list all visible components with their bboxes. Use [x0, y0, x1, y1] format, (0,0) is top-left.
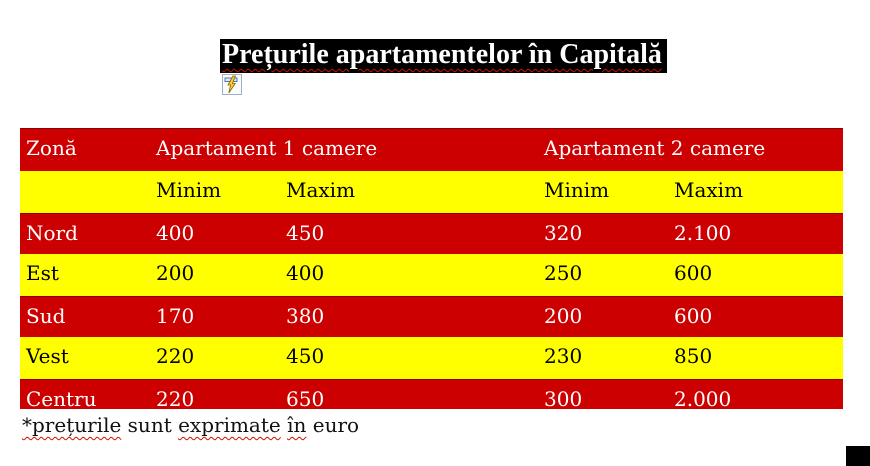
- corner-black-square: [846, 446, 870, 466]
- footnote-word-in: în: [287, 413, 307, 437]
- value-a1-min: 200: [156, 261, 195, 285]
- value-a1-max: 380: [286, 304, 325, 328]
- subheader-minim-1: Minim: [156, 178, 222, 202]
- table-header-row: Zonă Apartament 1 camere Apartament 2 ca…: [20, 128, 843, 171]
- value-a1-max: 450: [286, 344, 325, 368]
- value-a2-min: 250: [544, 261, 583, 285]
- header-zona-label: Zonă: [26, 136, 77, 160]
- page-title: Prețurile apartamentelor în Capitală: [220, 39, 667, 73]
- footnote-word-preturile: *prețurile: [22, 413, 122, 437]
- value-a2-min: 320: [544, 221, 583, 245]
- footnote-word-euro: euro: [312, 413, 360, 437]
- subheader-cell-empty: [20, 171, 150, 202]
- subheader-maxim-1: Maxim: [286, 178, 356, 202]
- value-a1-min: 220: [156, 344, 195, 368]
- zone-name: Centru: [20, 380, 150, 409]
- value-a1-min: 400: [156, 221, 195, 245]
- footnote-word-sunt: sunt: [127, 413, 172, 437]
- table-row-est: Est 200 400 250 600: [20, 254, 843, 296]
- subheader-maxim-2: Maxim: [674, 178, 744, 202]
- table-row-vest: Vest 220 450 230 850: [20, 337, 843, 379]
- value-a2-min: 200: [544, 304, 583, 328]
- header-apt1-word2: camere: [301, 136, 378, 160]
- header-cell-apartament-2: Apartament 2 camere: [538, 129, 843, 160]
- page-title-text: Prețurile apartamentelor în Capitală: [222, 39, 662, 70]
- table-row-centru: Centru 220 650 300 2.000: [20, 379, 843, 409]
- autocorrect-lightning-icon: [222, 74, 242, 95]
- subheader-minim-2: Minim: [544, 178, 610, 202]
- table-row-sud: Sud 170 380 200 600: [20, 296, 843, 337]
- value-a2-max: 2.100: [674, 221, 732, 245]
- value-a2-min: 300: [544, 387, 583, 409]
- footnote-word-exprimate: exprimate: [178, 413, 281, 437]
- value-a1-min: 220: [156, 387, 195, 409]
- value-a2-max: 2.000: [674, 387, 732, 409]
- value-a1-max: 450: [286, 221, 325, 245]
- footnote: *prețurile sunt exprimate în euro: [22, 413, 359, 437]
- header-apt2-word2: camere: [689, 136, 766, 160]
- zone-name: Sud: [26, 304, 66, 328]
- value-a2-min: 230: [544, 344, 583, 368]
- zone-name: Nord: [26, 221, 78, 245]
- table-row-nord: Nord 400 450 320 2.100: [20, 213, 843, 254]
- autocorrect-options-button[interactable]: [222, 74, 242, 95]
- value-a2-max: 850: [674, 344, 713, 368]
- header-cell-zona: Zonă: [20, 129, 150, 160]
- value-a2-max: 600: [674, 261, 713, 285]
- header-apt2-word1: Apartament: [544, 136, 665, 160]
- header-apt1-word1: Apartament: [156, 136, 277, 160]
- header-cell-apartament-1: Apartament 1 camere: [150, 129, 538, 160]
- value-a1-min: 170: [156, 304, 195, 328]
- header-apt2-num: 2: [670, 136, 684, 160]
- value-a1-max: 650: [286, 387, 325, 409]
- price-table: Zonă Apartament 1 camere Apartament 2 ca…: [20, 128, 843, 409]
- zone-name: Vest: [26, 344, 69, 368]
- zone-name: Est: [26, 261, 59, 285]
- table-subheader-row: Minim Maxim Minim Maxim: [20, 171, 843, 213]
- value-a1-max: 400: [286, 261, 325, 285]
- header-apt1-num: 1: [282, 136, 296, 160]
- zone-name-text: Centru: [26, 387, 97, 409]
- value-a2-max: 600: [674, 304, 713, 328]
